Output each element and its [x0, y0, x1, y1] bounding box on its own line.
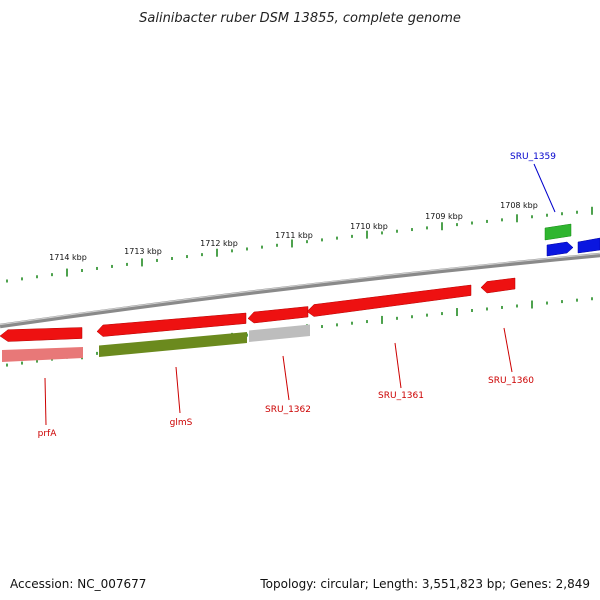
kbp-label-1712: 1712 kbp: [200, 239, 238, 248]
kbp-scale-labels: 1714 kbp 1713 kbp 1712 kbp 1711 kbp 1710…: [49, 201, 538, 262]
kbp-label-1709: 1709 kbp: [425, 212, 463, 221]
kbp-label-1710: 1710 kbp: [350, 222, 388, 231]
gene-labels: prfA glmS SRU_1362 SRU_1361 SRU_1360 SRU…: [38, 152, 557, 439]
gene-arrow-SRU_1361[interactable]: [306, 284, 472, 317]
gene-label-SRU_1359[interactable]: SRU_1359: [510, 152, 556, 162]
gene-callout-lines: [44, 163, 556, 426]
genome-backbone-highlight: [0, 253, 600, 326]
gene-arrow-SRU_1359[interactable]: [544, 223, 572, 241]
gene-label-prfA[interactable]: prfA: [38, 429, 58, 439]
gene-arrow-blue-2[interactable]: [577, 237, 600, 254]
gene-arrow-SRU_1362[interactable]: [247, 306, 309, 324]
kbp-label-1714: 1714 kbp: [49, 253, 87, 262]
callout-glmS: [175, 366, 181, 414]
callout-SRU_1360: [503, 327, 513, 373]
gene-label-SRU_1362[interactable]: SRU_1362: [265, 405, 311, 415]
kbp-label-1713: 1713 kbp: [124, 247, 162, 256]
accession-text: Accession: NC_007677: [10, 577, 147, 591]
genome-backbone: [0, 252, 600, 329]
kbp-label-1711: 1711 kbp: [275, 231, 313, 240]
callout-SRU_1359: [533, 163, 556, 213]
outer-scale-ticks: [6, 206, 593, 283]
callout-prfA: [44, 377, 47, 426]
band-prfA[interactable]: [2, 347, 83, 362]
reverse-strand-genes: [0, 277, 516, 342]
kbp-label-1708: 1708 kbp: [500, 201, 538, 210]
gene-label-SRU_1361[interactable]: SRU_1361: [378, 391, 424, 401]
band-SRU_1362[interactable]: [249, 324, 310, 343]
gene-arrow-prfA[interactable]: [0, 327, 83, 342]
genome-summary-text: Topology: circular; Length: 3,551,823 bp…: [260, 577, 590, 591]
gene-label-glmS[interactable]: glmS: [170, 418, 193, 428]
gene-arrow-SRU_1360[interactable]: [480, 277, 516, 294]
forward-strand-genes: [544, 223, 600, 257]
callout-SRU_1362: [282, 355, 290, 401]
gene-label-SRU_1360[interactable]: SRU_1360: [488, 376, 534, 386]
band-glmS[interactable]: [99, 332, 247, 357]
feature-bands-track: [2, 324, 310, 362]
gene-arrow-blue-1[interactable]: [546, 241, 574, 257]
map-title: Salinibacter ruber DSM 13855, complete g…: [139, 11, 461, 26]
callout-SRU_1361: [394, 342, 402, 389]
gene-arrow-glmS[interactable]: [96, 312, 247, 337]
